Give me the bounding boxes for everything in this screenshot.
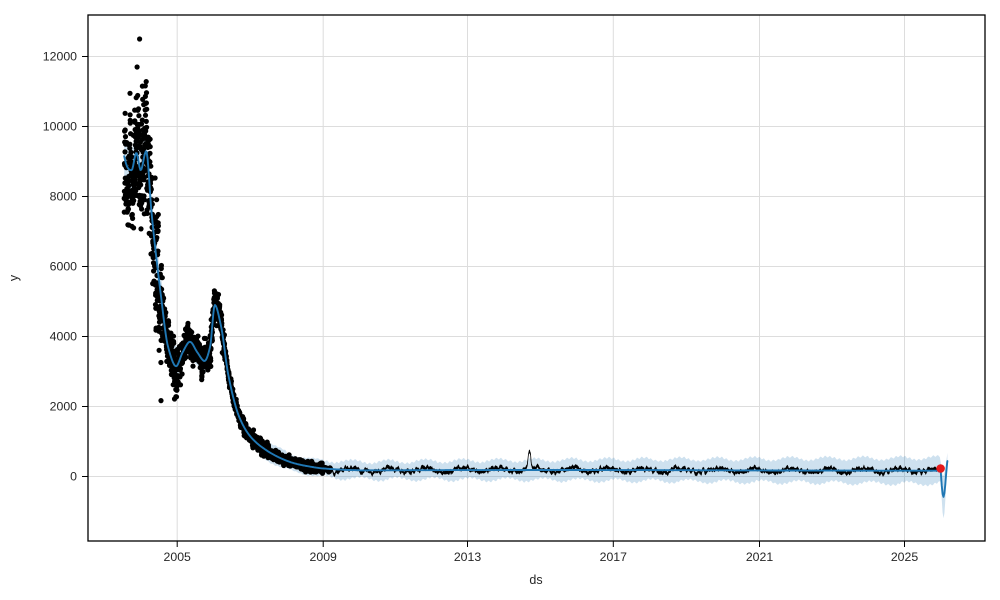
svg-text:2021: 2021 (746, 550, 774, 564)
svg-text:ds: ds (529, 573, 542, 587)
svg-text:12000: 12000 (43, 50, 77, 64)
svg-text:2005: 2005 (164, 550, 192, 564)
svg-text:2025: 2025 (891, 550, 919, 564)
svg-text:2017: 2017 (600, 550, 628, 564)
svg-text:0: 0 (70, 470, 77, 484)
svg-text:4000: 4000 (50, 330, 78, 344)
svg-text:8000: 8000 (50, 190, 78, 204)
svg-text:10000: 10000 (43, 120, 77, 134)
svg-text:2009: 2009 (310, 550, 338, 564)
svg-text:2013: 2013 (454, 550, 482, 564)
svg-text:y: y (7, 274, 21, 281)
svg-text:6000: 6000 (50, 260, 78, 274)
svg-text:2000: 2000 (50, 400, 78, 414)
